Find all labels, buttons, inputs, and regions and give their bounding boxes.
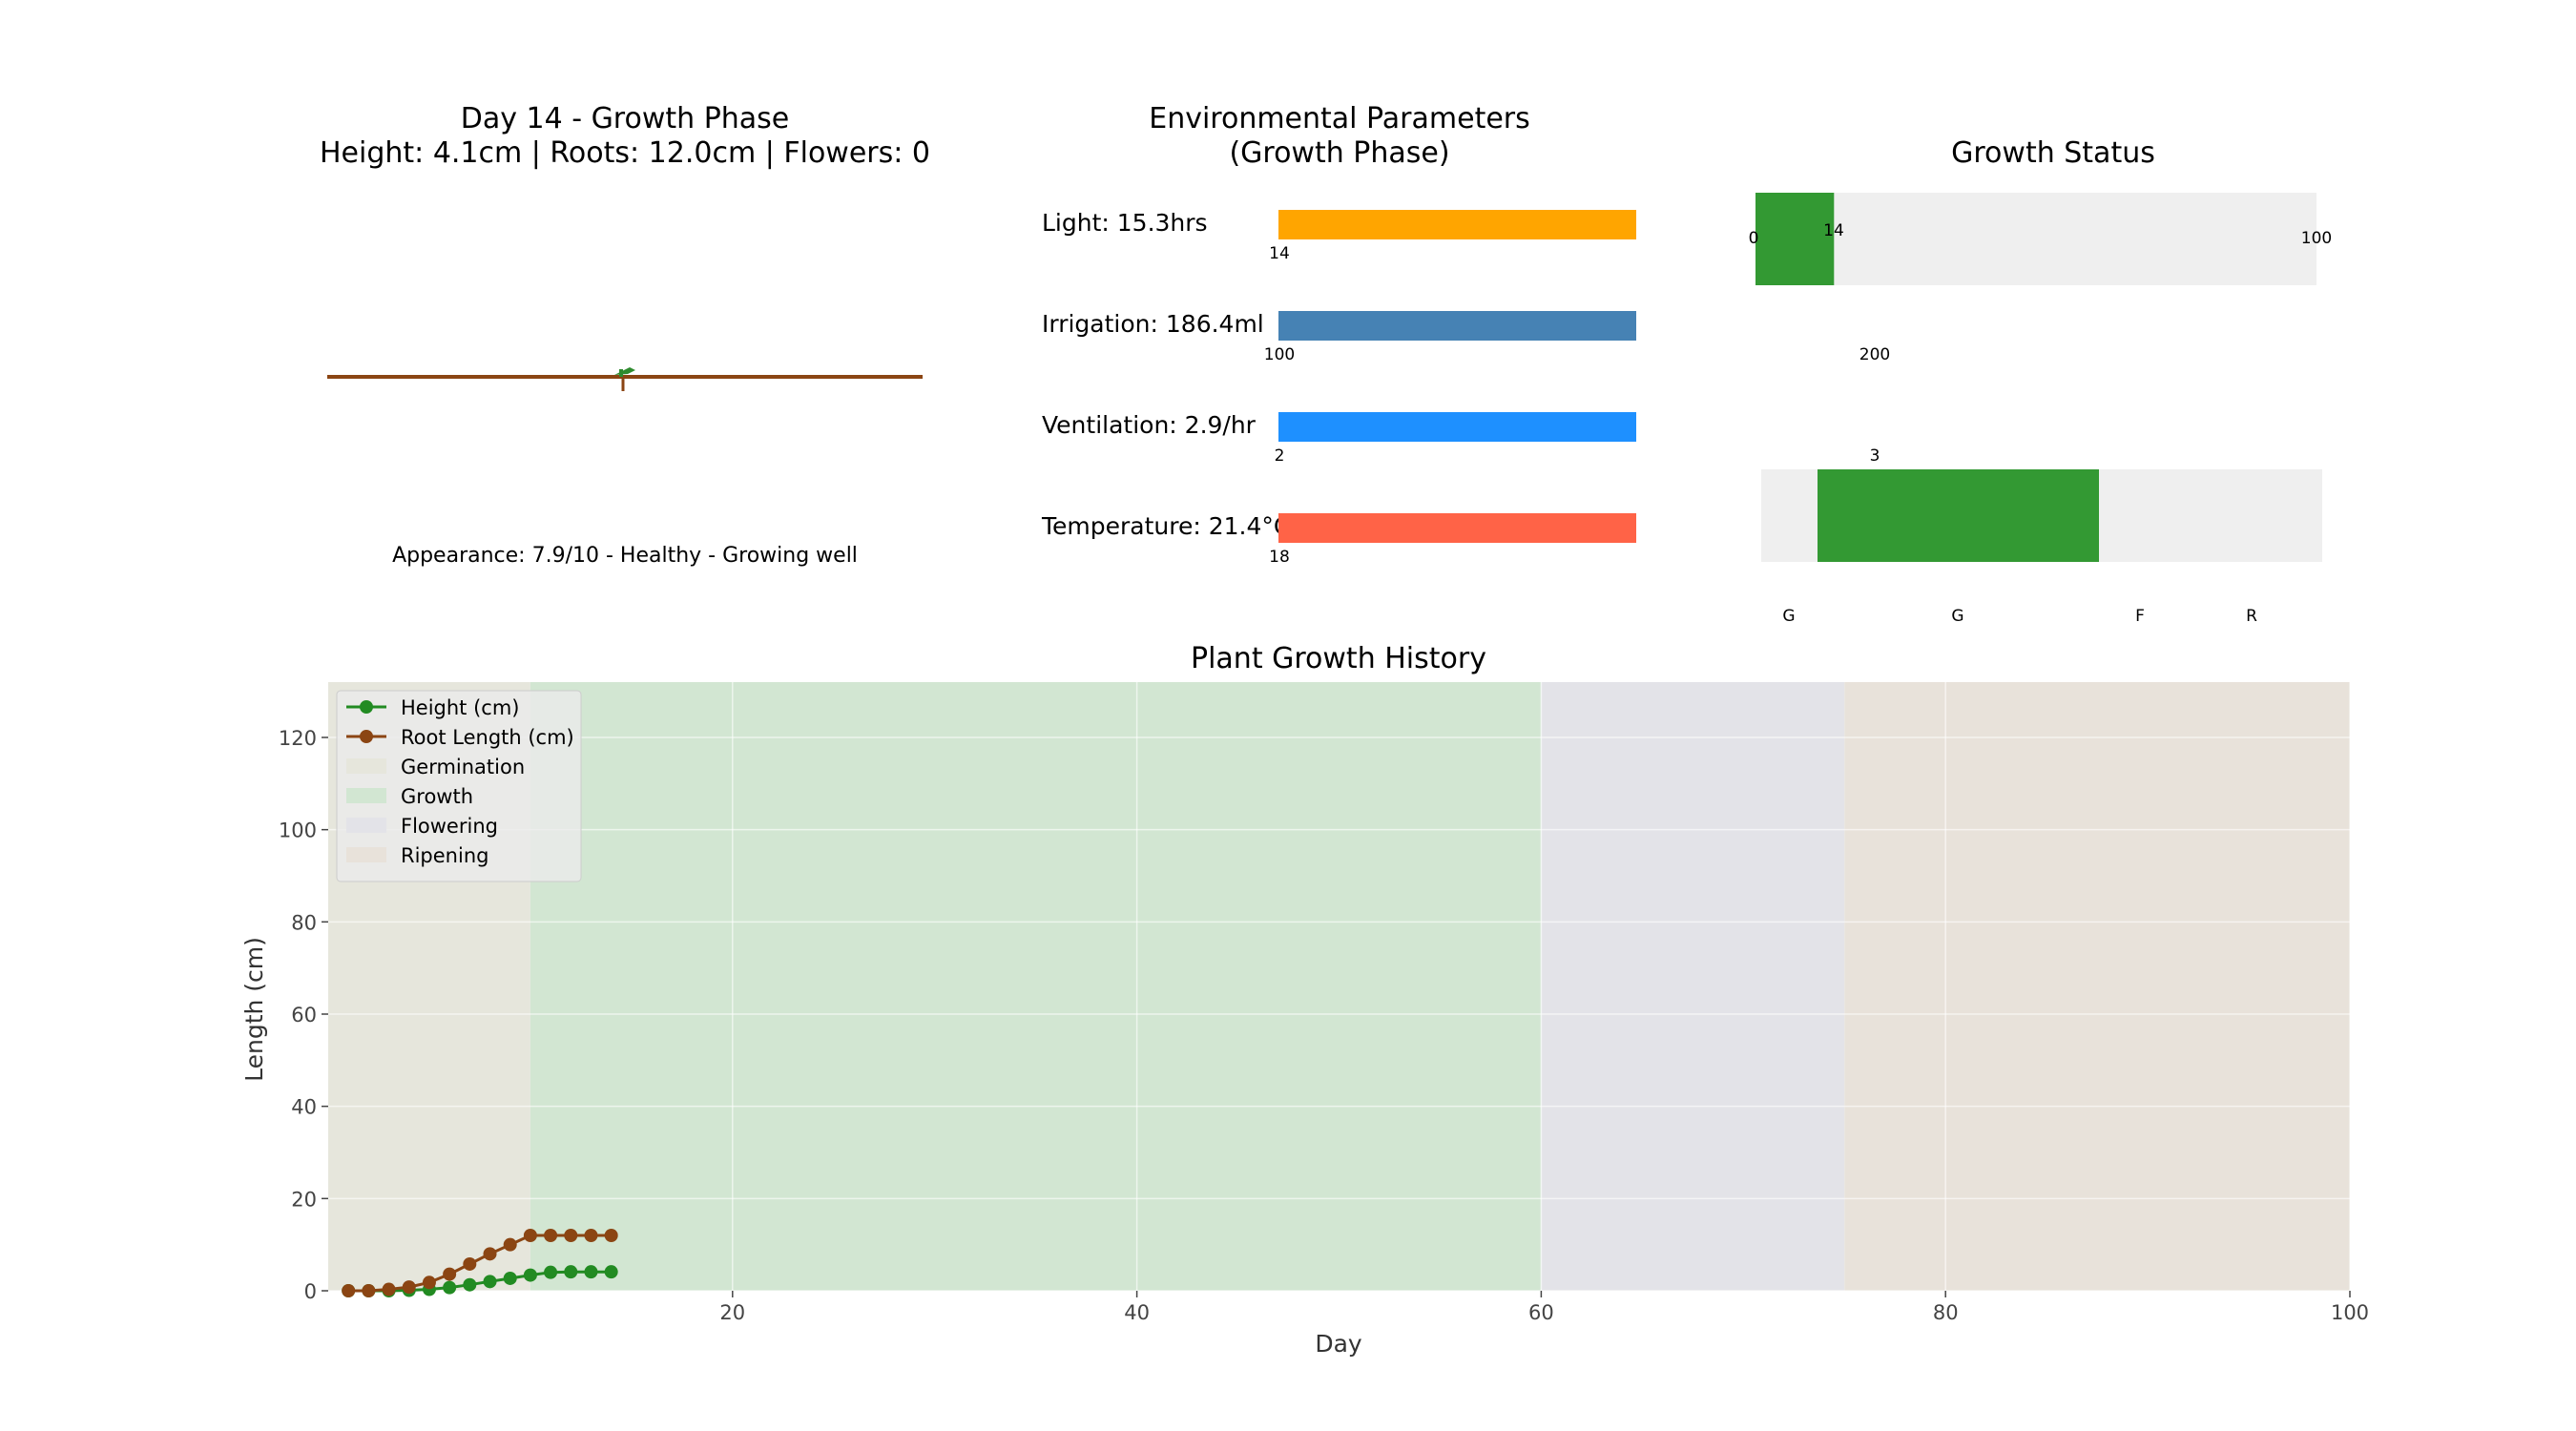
y-tick-label: 120	[279, 727, 317, 750]
x-tick-label: 100	[2331, 1301, 2369, 1324]
legend-label: Root Length (cm)	[401, 726, 574, 749]
phase-band-flowering	[1541, 682, 1845, 1291]
phase-band-ripening	[1844, 682, 2350, 1291]
env-title-line2: (Growth Phase)	[1229, 136, 1449, 170]
phase-label-germination: G	[1782, 607, 1795, 626]
progress-min-label: 0	[1749, 229, 1759, 248]
y-tick-label: 20	[291, 1188, 317, 1211]
data-point	[503, 1237, 517, 1252]
y-axis-label: Length (cm)	[240, 937, 268, 1082]
env-param-min: 2	[1275, 446, 1285, 466]
env-parameter-rows: Light: 15.3hrs1416Irrigation: 186.4ml100…	[1041, 209, 1890, 567]
status-title: Growth Status	[1951, 136, 2155, 170]
data-point	[362, 1284, 376, 1297]
legend: Height (cm) Root Length (cm) Germination Gr…	[336, 690, 582, 882]
data-point	[463, 1256, 477, 1271]
env-param-min: 18	[1269, 548, 1290, 567]
data-point	[523, 1268, 537, 1282]
data-point	[604, 1229, 618, 1242]
legend-label: Growth	[401, 785, 473, 808]
data-point	[402, 1280, 416, 1295]
plant-leaf-icon	[614, 367, 635, 375]
grid-lines	[328, 682, 2351, 1292]
data-point	[443, 1280, 457, 1295]
progress-max-label: 100	[2301, 229, 2332, 248]
data-point	[422, 1275, 436, 1290]
phase-label-flowering: F	[2135, 607, 2145, 626]
env-param-max: 200	[1859, 345, 1890, 364]
plant-title-line2: Height: 4.1cm | Roots: 12.0cm | Flowers:…	[320, 136, 930, 170]
progress-fill	[1755, 193, 1835, 285]
data-point	[443, 1267, 457, 1281]
legend-swatch	[346, 758, 386, 774]
x-tick-label: 20	[719, 1301, 745, 1324]
series-layer	[342, 1229, 618, 1297]
legend-swatch	[346, 788, 386, 803]
phase-highlight	[1818, 469, 2099, 562]
env-param-bar	[1278, 210, 1636, 239]
env-param-label: Irrigation: 186.4ml	[1042, 310, 1264, 338]
phase-bands	[328, 682, 2350, 1291]
env-param-bar	[1278, 311, 1636, 341]
env-param-max: 3	[1870, 446, 1880, 466]
env-param-min: 100	[1264, 345, 1295, 364]
y-tick-label: 80	[291, 911, 317, 934]
env-panel: Environmental Parameters (Growth Phase) …	[1041, 102, 1890, 567]
y-tick-label: 60	[291, 1004, 317, 1027]
data-point	[544, 1229, 558, 1242]
env-param-label: Ventilation: 2.9/hr	[1042, 411, 1257, 439]
y-tick-label: 100	[279, 819, 317, 842]
x-tick-label: 80	[1933, 1301, 1959, 1324]
data-point	[544, 1265, 558, 1279]
legend-label: Germination	[401, 756, 525, 778]
env-param-bar	[1278, 513, 1636, 543]
legend-box	[336, 690, 582, 882]
data-point	[382, 1282, 396, 1296]
y-tick-label: 40	[291, 1096, 317, 1119]
data-point	[483, 1275, 497, 1289]
plant-panel: Day 14 - Growth Phase Height: 4.1cm | Ro…	[320, 102, 930, 568]
data-point	[584, 1229, 598, 1242]
plant-title-line1: Day 14 - Growth Phase	[461, 102, 790, 135]
growth-history-chart: Plant Growth History 20 40 60 80 100 0 20 40 60 8…	[240, 642, 2369, 1358]
x-axis-label: Day	[1315, 1330, 1362, 1358]
axis-ticks: 20 40 60 80 100 0 20 40 60 80 100 120	[279, 727, 2369, 1324]
x-tick-label: 40	[1124, 1301, 1150, 1324]
data-point	[523, 1229, 537, 1242]
data-point	[564, 1265, 578, 1279]
data-point	[463, 1277, 477, 1292]
legend-label: Ripening	[401, 844, 488, 867]
legend-label: Flowering	[401, 815, 498, 838]
x-tick-label: 60	[1528, 1301, 1554, 1324]
data-point	[564, 1229, 578, 1242]
phase-band-growth	[530, 682, 1542, 1291]
legend-swatch	[346, 847, 386, 862]
progress-value-label: 14	[1823, 221, 1844, 240]
data-point	[604, 1265, 618, 1279]
progress-track	[1755, 193, 2316, 285]
env-param-label: Temperature: 21.4°C	[1041, 512, 1290, 540]
env-title-line1: Environmental Parameters	[1149, 102, 1530, 135]
data-point	[483, 1247, 497, 1261]
legend-marker	[360, 700, 373, 714]
env-param-label: Light: 15.3hrs	[1042, 209, 1208, 237]
data-point	[342, 1284, 356, 1297]
data-point	[503, 1271, 517, 1285]
y-tick-label: 0	[304, 1280, 317, 1303]
appearance-text: Appearance: 7.9/10 - Healthy - Growing w…	[392, 544, 858, 568]
env-param-min: 14	[1269, 244, 1290, 263]
phase-label-growth: G	[1951, 607, 1963, 626]
status-panel: Growth Status 0 14 100 G G F R	[1749, 136, 2333, 626]
phase-label-ripening: R	[2246, 607, 2257, 626]
chart-title: Plant Growth History	[1191, 642, 1486, 675]
legend-marker	[360, 730, 373, 743]
legend-swatch	[346, 818, 386, 833]
env-param-bar	[1278, 412, 1636, 442]
data-point	[584, 1265, 598, 1279]
legend-label: Height (cm)	[401, 696, 519, 719]
